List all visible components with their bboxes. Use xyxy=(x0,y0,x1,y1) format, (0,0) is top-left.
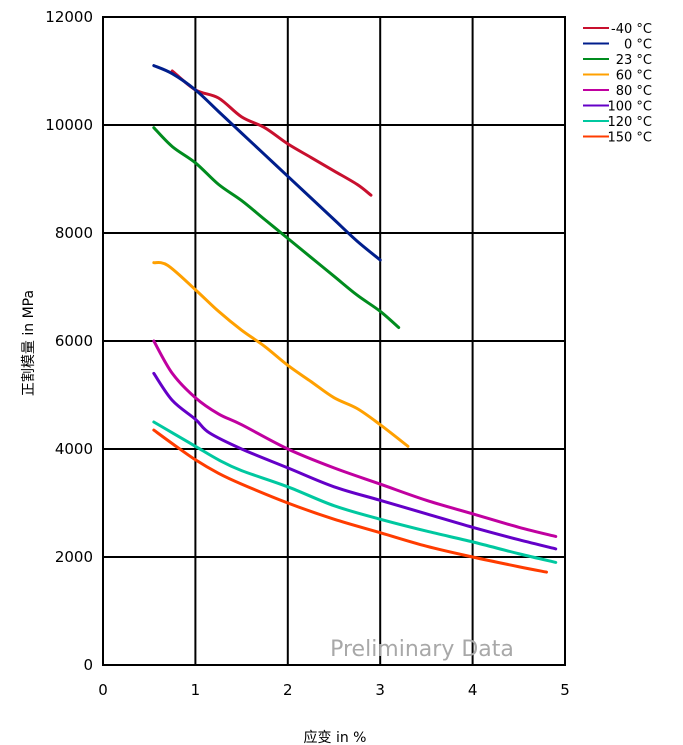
y-tick-label: 0 xyxy=(83,656,93,674)
x-axis-label: 应变 in % xyxy=(304,729,367,745)
series-line-3 xyxy=(152,261,410,448)
legend-label: 150 °C xyxy=(607,131,652,146)
x-tick-labels: 0 1 2 3 4 5 xyxy=(98,681,570,699)
legend-label: 23 °C xyxy=(616,53,652,68)
grid-lines xyxy=(102,16,566,666)
y-tick-label: 4000 xyxy=(55,440,93,458)
legend-label: 60 °C xyxy=(616,69,652,84)
legend-label: 80 °C xyxy=(616,84,652,99)
series-line-4 xyxy=(152,339,558,538)
y-tick-labels: 0 2000 4000 6000 8000 10000 12000 xyxy=(45,8,93,674)
x-tick-label: 3 xyxy=(375,681,385,699)
series-lines xyxy=(152,64,558,574)
legend-label: 120 °C xyxy=(607,115,652,130)
x-tick-label: 5 xyxy=(560,681,570,699)
x-tick-label: 0 xyxy=(98,681,108,699)
watermark-text: Preliminary Data xyxy=(330,637,514,662)
legend-label: 100 °C xyxy=(607,100,652,115)
series-line-2 xyxy=(152,126,401,329)
x-tick-label: 1 xyxy=(191,681,201,699)
series-line-7 xyxy=(152,428,549,574)
x-tick-label: 2 xyxy=(283,681,293,699)
series-line-0 xyxy=(170,69,373,197)
y-tick-label: 12000 xyxy=(45,8,93,26)
series-line-6 xyxy=(152,420,558,564)
plot-frame xyxy=(102,16,566,666)
legend-label: -40 °C xyxy=(611,22,652,37)
y-tick-label: 8000 xyxy=(55,224,93,242)
series-line-5 xyxy=(152,371,558,551)
x-tick-label: 4 xyxy=(468,681,478,699)
y-tick-label: 10000 xyxy=(45,116,93,134)
y-tick-label: 2000 xyxy=(55,548,93,566)
series-line-1 xyxy=(152,64,382,262)
legend-label: 0 °C xyxy=(624,38,652,53)
y-tick-label: 6000 xyxy=(55,332,93,350)
y-axis-label: 正割模量 in MPa xyxy=(20,290,37,396)
